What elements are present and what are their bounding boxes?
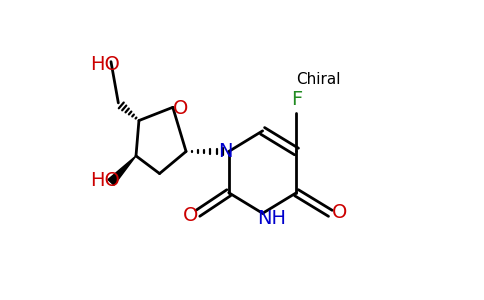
Text: F: F (291, 90, 302, 110)
Text: O: O (332, 203, 347, 222)
Polygon shape (108, 156, 136, 185)
Text: HO: HO (90, 55, 120, 74)
Text: Chiral: Chiral (296, 72, 341, 87)
Text: N: N (219, 142, 233, 161)
Text: NH: NH (257, 209, 286, 228)
Text: O: O (172, 99, 188, 118)
Text: HO: HO (90, 170, 120, 190)
Text: O: O (183, 206, 198, 225)
